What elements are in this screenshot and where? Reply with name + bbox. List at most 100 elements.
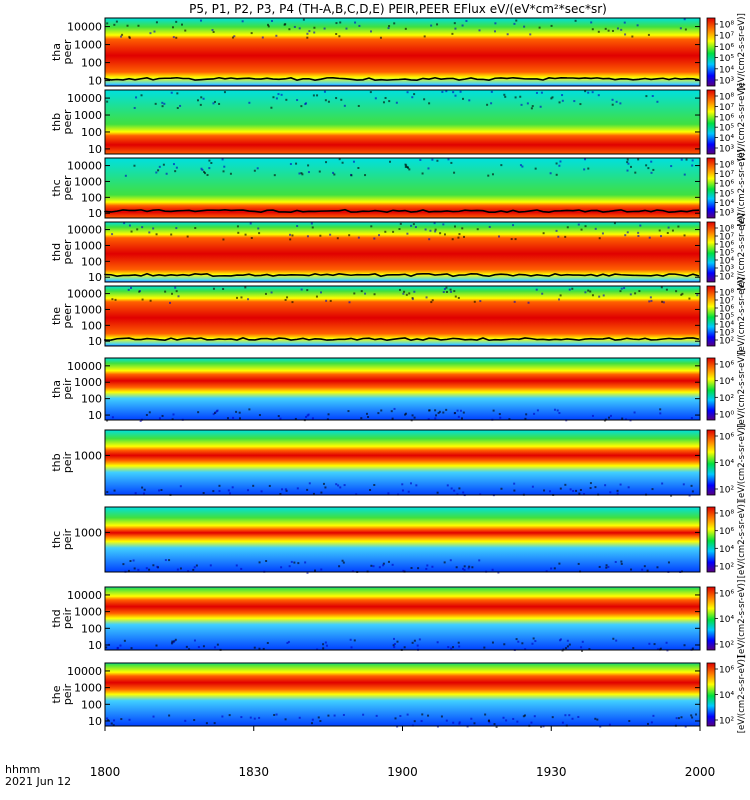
- panel-frame: [104, 17, 701, 87]
- time-axis-label: hhmm: [5, 763, 40, 776]
- y-tick-label: 1000: [74, 39, 102, 52]
- x-tick-label: 1800: [90, 765, 121, 779]
- potential-trace: [104, 76, 700, 81]
- colorbar: [706, 17, 716, 87]
- y-tick-labels: 10000 1000 100 10: [67, 21, 700, 88]
- panel-the-peer: 10000100010010thepeer10⁸10⁷10⁶10⁵10⁴10³1…: [50, 277, 747, 355]
- colorbar-tick-label: 10³: [719, 265, 734, 275]
- colorbar-tick-label: 10⁸: [719, 21, 734, 31]
- x-tick-label: 1900: [387, 765, 418, 779]
- panel-the-peir: 10000 1000 100 10 thepeir 10⁶ 10⁴ 10² [eV/(cm2-s…: [50, 656, 747, 734]
- panel-thb-peer: 10000 1000 100 10 thbpeer 10⁸10⁷10⁶10⁵10⁴10³[…: [50, 83, 747, 161]
- colorbar-tick-label: 10⁸: [719, 161, 734, 171]
- colorbar: [706, 662, 716, 727]
- spectrogram-area: [105, 286, 700, 346]
- y-tick-labels: 10000 1000 100 10: [67, 665, 700, 728]
- y-tick-label: 1000: [74, 303, 102, 316]
- y-tick-label: 100: [81, 255, 102, 268]
- colorbar-tick-label: 10⁸: [719, 510, 734, 520]
- colorbar-tick-label: 10³: [719, 209, 734, 219]
- y-tick-label: 10000: [67, 360, 102, 373]
- x-tick-label: 1830: [238, 765, 269, 779]
- colorbar-tick-label: 10⁴: [719, 691, 734, 701]
- colorbar-tick-label: 10²: [719, 394, 734, 404]
- y-tick-label: 10000: [67, 224, 102, 237]
- colorbar: [706, 429, 716, 496]
- panel-tha-peir: 10000 1000 100 10 thapeir 10⁶ 10⁴ 10² 10⁰ [eV/(cm…: [50, 350, 747, 428]
- colorbar-tick-label: 10⁶: [719, 361, 734, 371]
- panel-frame: [104, 285, 701, 347]
- colorbar-tick-label: 10⁶: [719, 241, 734, 251]
- y-tick-labels: 10000 1000 100 10: [67, 288, 700, 348]
- colorbar-tick-label: 10⁷: [719, 297, 734, 307]
- colorbar-tick-labels: 10⁸ 10⁶ 10⁴ 10²: [715, 510, 734, 573]
- colorbar-tick-label: 10³: [719, 329, 734, 339]
- x-tick-label: 1930: [536, 765, 567, 779]
- colorbar-tick-label: 10⁶: [719, 527, 734, 537]
- y-tick-labels: 10000 1000 100 10: [67, 360, 700, 422]
- colorbar-tick-labels: 10⁶ 10⁴ 10² 10⁰: [715, 361, 734, 421]
- colorbar-unit-label: [eV/(cm2-s-sr-eV)]: [737, 13, 747, 91]
- colorbar-tick-label: 10⁵: [719, 313, 734, 323]
- colorbar-tick-labels: 10⁶ 10⁴ 10²: [715, 433, 734, 496]
- y-tick-label: 100: [81, 622, 102, 635]
- y-tick-label: 100: [81, 126, 102, 139]
- y-tick-labels: 10000 1000 100 10: [67, 589, 700, 652]
- colorbar: [706, 586, 716, 651]
- y-tick-label: 10: [88, 335, 102, 348]
- y-tick-label: 10: [88, 75, 102, 88]
- colorbar-tick-label: 10⁶: [719, 113, 734, 123]
- y-tick-label: 10: [88, 715, 102, 728]
- colorbar-tick-label: 10⁴: [719, 615, 734, 625]
- colorbar: [706, 506, 716, 573]
- colorbar-tick-label: 10⁴: [719, 65, 734, 75]
- y-tick-label: 10000: [67, 160, 102, 173]
- colorbar-tick-label: 10⁷: [719, 170, 734, 180]
- colorbar-tick-label: 10⁸: [719, 225, 734, 235]
- colorbar-tick-label: 10⁴: [719, 257, 734, 267]
- spectrogram-area: [105, 158, 700, 218]
- colorbar-tick-label: 10²: [719, 273, 734, 283]
- panel-frame: [104, 586, 701, 651]
- panel-thc-peer: 10000 1000 100 10 thcpeer 10⁸10⁷10⁶10⁵10⁴10³[…: [50, 149, 747, 227]
- colorbar-tick-label: 10³: [719, 145, 734, 155]
- colorbar-tick-label: 10⁶: [719, 305, 734, 315]
- colorbar-tick-label: 10⁷: [719, 32, 734, 42]
- panel-label: thdpeir: [50, 607, 74, 629]
- noise-speckle: [111, 286, 699, 304]
- panel-label: thbpeir: [50, 451, 74, 473]
- y-tick-labels: 10000 1000 100 10: [67, 160, 700, 220]
- panel-label: thcpeir: [50, 528, 74, 550]
- colorbar: [706, 221, 716, 283]
- x-tick-label: 2000: [685, 765, 716, 779]
- colorbar-unit-label: [eV/(cm2-s-sr-eV)]: [737, 213, 747, 291]
- colorbar-tick-label: 10⁶: [719, 590, 734, 600]
- colorbar-unit-label: [eV/(cm2-s-sr-eV)]: [737, 424, 747, 502]
- noise-speckle: [111, 222, 686, 241]
- y-tick-label: 10: [88, 143, 102, 156]
- x-axis: 1800 1830 1900 1930 2000: [90, 726, 716, 779]
- noise-speckle: [106, 18, 687, 39]
- colorbar-tick-label: 10⁵: [719, 124, 734, 134]
- y-tick-labels: 10000 1000 100 10: [67, 92, 700, 156]
- spectrogram-area: [105, 587, 700, 650]
- colorbar-tick-label: 10²: [719, 486, 734, 496]
- noise-speckle: [106, 482, 694, 497]
- colorbar-unit-label: [eV/(cm2-s-sr-eV)]: [737, 656, 747, 734]
- y-tick-label: 10000: [67, 21, 102, 34]
- colorbar-unit-label: [eV/(cm2-s-sr-eV)]: [737, 83, 747, 161]
- colorbar-tick-label: 10²: [719, 641, 734, 651]
- y-tick-label: 100: [81, 698, 102, 711]
- colorbar-tick-label: 10⁶: [719, 433, 734, 443]
- y-tick-label: 10: [88, 207, 102, 220]
- y-tick-label: 10000: [67, 665, 102, 678]
- y-tick-label: 10: [88, 271, 102, 284]
- colorbar-tick-label: 10²: [719, 337, 734, 347]
- spectrogram-area: [105, 663, 700, 726]
- panel-frame: [104, 357, 701, 421]
